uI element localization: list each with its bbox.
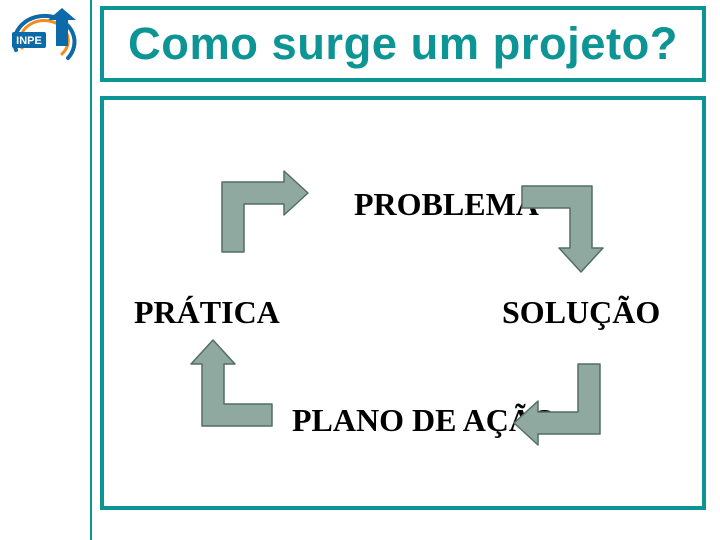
title-box: Como surge um projeto?: [100, 6, 706, 82]
node-problema: PROBLEMA: [354, 186, 539, 223]
page-title: Como surge um projeto?: [128, 18, 678, 70]
diagram-box: PROBLEMA SOLUÇÃO PRÁTICA PLANO DE AÇÃO: [100, 96, 706, 510]
arrow-pratica-problema: [212, 172, 312, 252]
left-divider: [90, 0, 92, 540]
arrow-solucao-plano: [510, 364, 610, 444]
node-pratica: PRÁTICA: [134, 294, 280, 331]
arrow-plano-pratica: [192, 336, 272, 436]
arrow-problema-solucao: [522, 176, 602, 276]
node-solucao: SOLUÇÃO: [502, 294, 660, 331]
inpe-logo: INPE: [8, 6, 84, 70]
logo-text: INPE: [16, 35, 42, 47]
